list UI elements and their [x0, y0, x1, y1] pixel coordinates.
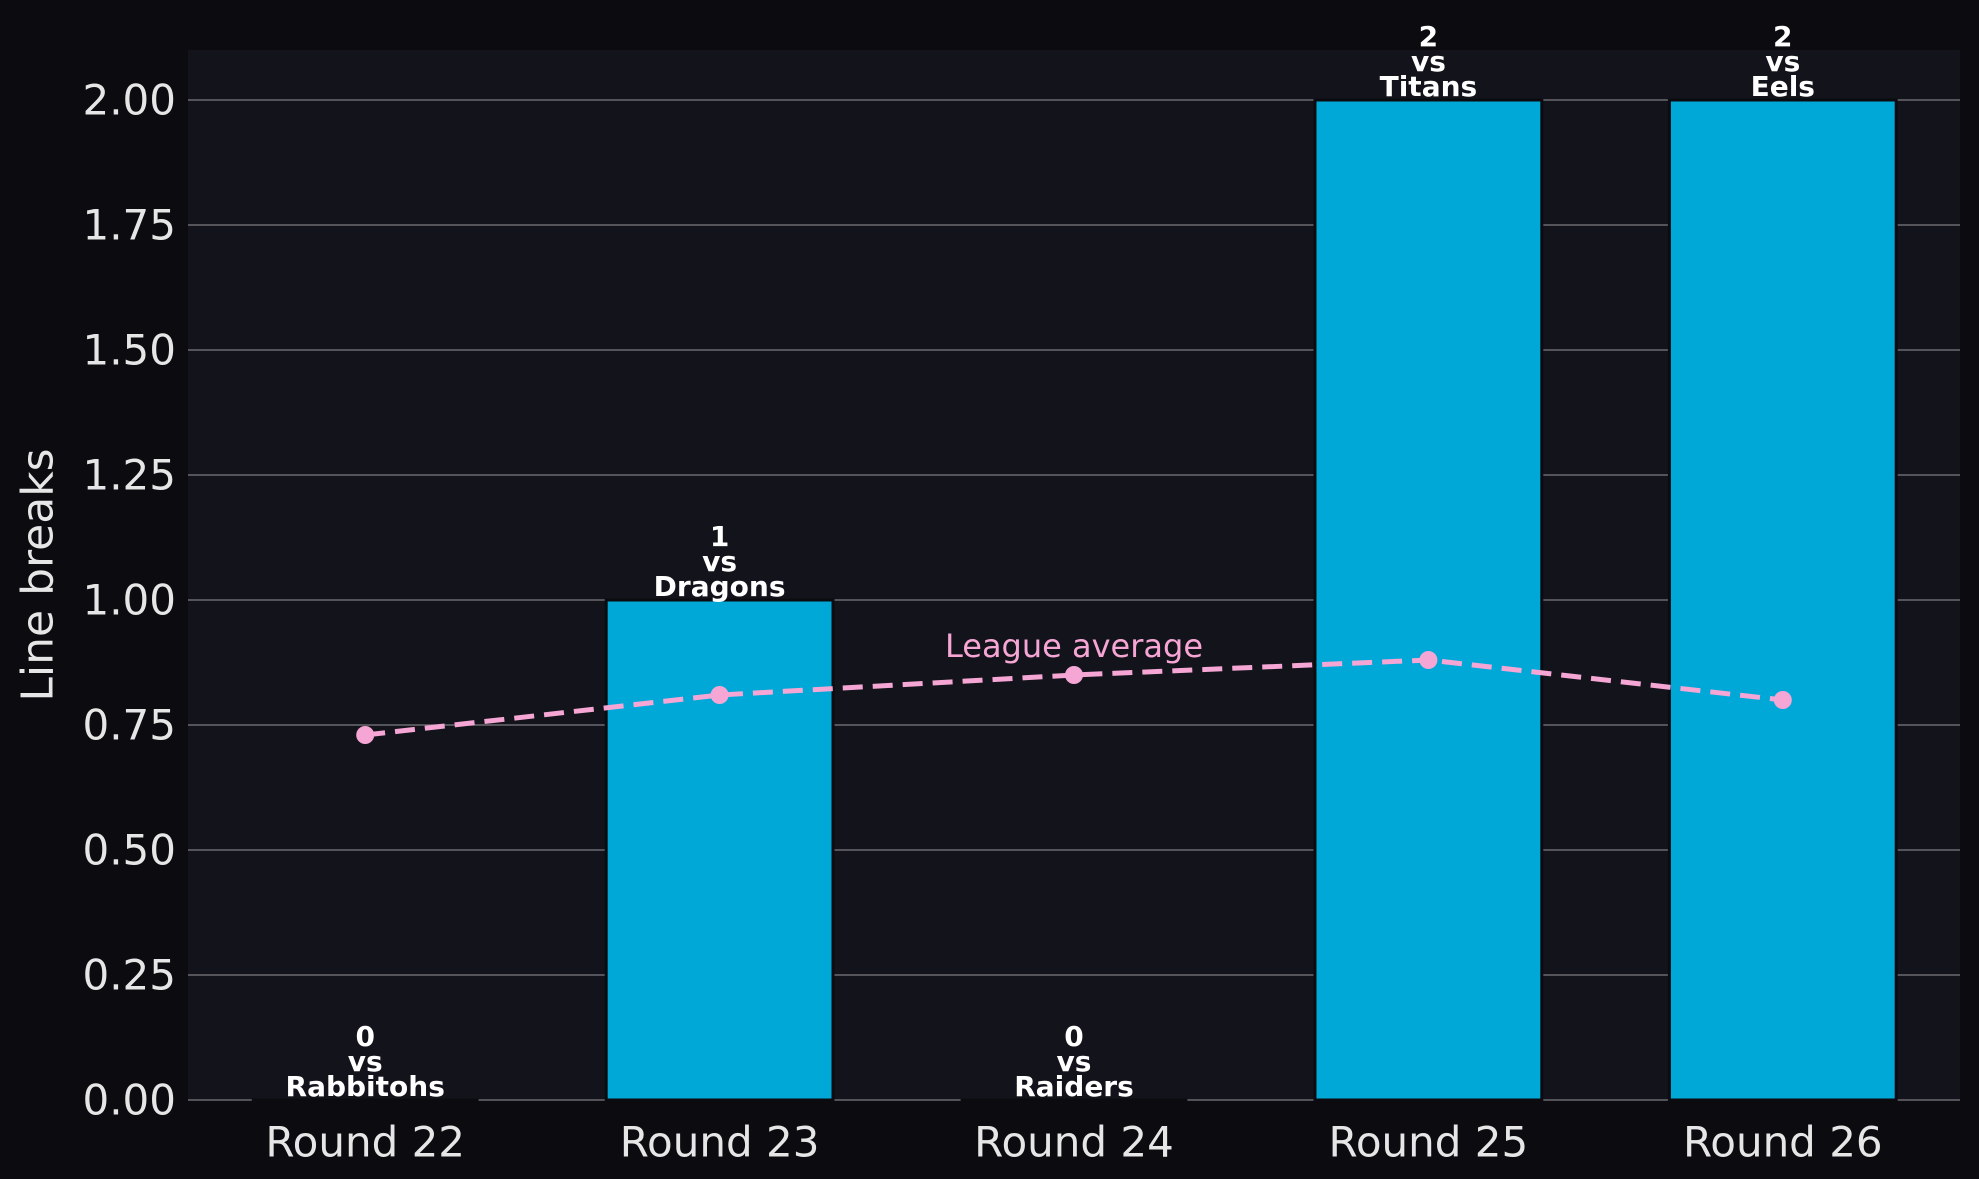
bar-label-round-22-line-1: 0 [355, 1020, 374, 1053]
y-tick-label: 1.25 [82, 451, 176, 500]
bar-label-round-22-line-2: vs [348, 1045, 383, 1078]
grid-lines [188, 99, 1960, 1101]
y-axis-label: Line breaks [13, 448, 64, 701]
x-tick-label-round-22: Round 22 [265, 1118, 465, 1167]
bar-label-round-23-line-3: Dragons [654, 570, 786, 603]
x-tick-label-round-26: Round 26 [1683, 1118, 1883, 1167]
bar-label-round-24-line-2: vs [1057, 1045, 1092, 1078]
y-tick-label: 1.75 [82, 201, 176, 250]
league-average-line: League average [356, 627, 1792, 744]
bar-label-round-26-line-1: 2 [1773, 20, 1792, 53]
y-tick-label: 0.25 [82, 951, 176, 1000]
bar-labels: 0vsRabbitohs1vsDragons0vsRaiders2vsTitan… [286, 20, 1815, 1103]
y-tick-label: 1.50 [82, 326, 176, 375]
bar-label-round-25-line-3: Titans [1380, 70, 1478, 103]
y-tick-label: 0.00 [82, 1076, 176, 1125]
x-tick-label-round-23: Round 23 [620, 1118, 820, 1167]
x-axis-ticks: Round 22 Round 23 Round 24 Round 25 Round 26 [265, 1118, 1882, 1167]
y-tick-label: 0.50 [82, 826, 176, 875]
league-average-point-round-25 [1419, 651, 1438, 669]
league-average-label: League average [945, 627, 1203, 665]
x-tick-label-round-25: Round 25 [1329, 1118, 1529, 1167]
bar-label-round-23-line-1: 1 [710, 520, 729, 553]
league-average-series-line [364, 657, 1784, 738]
y-tick-label: 0.75 [82, 701, 176, 750]
y-tick-label: 2.00 [82, 76, 176, 125]
bars [251, 98, 1898, 1102]
bar-round-23 [604, 598, 835, 1102]
bar-label-round-24-line-3: Raiders [1014, 1070, 1134, 1103]
bar-round-26 [1667, 98, 1898, 1102]
bar-label-round-25-line-1: 2 [1419, 20, 1438, 53]
bar-round-25 [1313, 98, 1544, 1102]
y-axis-ticks: 0.00 0.25 0.50 0.75 1.00 1.25 1.50 1.75 2.00 [82, 76, 176, 1125]
bar-label-round-24-line-1: 0 [1064, 1020, 1083, 1053]
league-average-point-round-23 [710, 686, 729, 704]
bar-label-round-25-line-2: vs [1411, 45, 1446, 78]
y-tick-label: 1.00 [82, 576, 176, 625]
league-average-point-round-24 [1065, 666, 1083, 684]
bar-label-round-22-line-3: Rabbitohs [286, 1070, 445, 1103]
bar-label-round-26-line-2: vs [1765, 45, 1800, 78]
league-average-point-round-26 [1773, 691, 1792, 709]
bar-label-round-23-line-2: vs [702, 545, 737, 578]
x-tick-label-round-24: Round 24 [974, 1118, 1174, 1167]
bar-label-round-26-line-3: Eels [1751, 70, 1815, 103]
league-average-point-round-22 [356, 726, 375, 744]
